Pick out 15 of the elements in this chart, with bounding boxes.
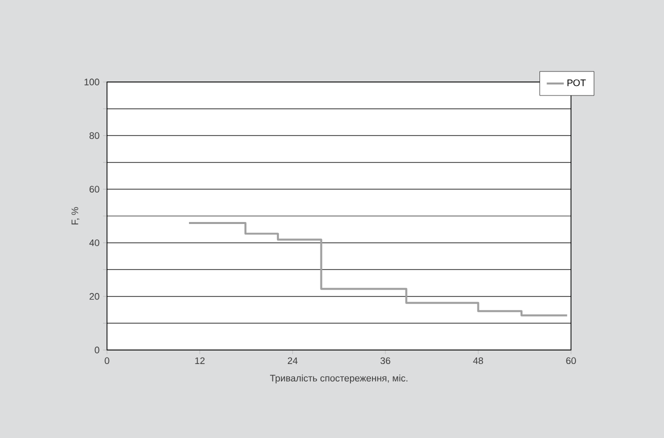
x-tick-label: 36	[380, 357, 390, 364]
y-tick-label: 20	[90, 293, 100, 300]
y-tick-label: 0	[94, 346, 100, 354]
x-tick-label: 48	[473, 357, 484, 364]
x-tick-label: 60	[566, 357, 576, 364]
y-tick-label: 40	[89, 239, 100, 246]
y-tick-label: 80	[90, 132, 100, 139]
x-tick-label: 0	[104, 357, 110, 364]
x-tick-label: 24	[288, 357, 298, 364]
y-axis-title: F, %	[72, 207, 80, 224]
y-tick-label: 60	[90, 186, 100, 193]
y-tick-label: 100	[84, 78, 100, 86]
legend-label: РОТ	[568, 79, 586, 86]
x-axis-title: Тривалість спостереження, міс.	[270, 374, 408, 384]
x-tick-label: 12	[195, 357, 205, 364]
